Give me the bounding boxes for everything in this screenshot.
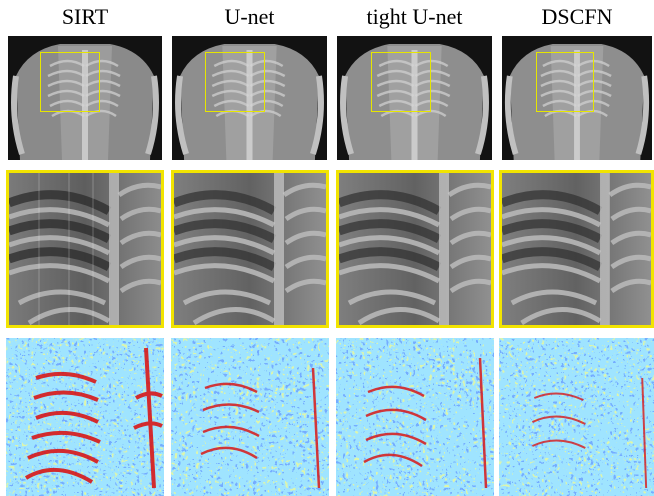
overview-image-unet [172,36,327,160]
error-map-dscfn [499,338,654,496]
zoom-region-box [40,52,100,112]
overview-image-tight-unet [337,36,492,160]
overview-image-dscfn [502,36,652,160]
zoomed-crop-unet [171,170,329,328]
error-map-tight-unet [336,338,494,496]
zoomed-crop-dscfn [499,170,654,328]
zoom-region-box [371,52,431,112]
column-header-sirt: SIRT [61,4,109,29]
column-header-tight-unet: tight U-net [366,4,463,29]
zoomed-crop-tight-unet [336,170,494,328]
error-map-sirt [6,338,164,496]
zoom-region-box [205,52,265,112]
column-header-unet: U-net [224,4,275,29]
column-header-dscfn: DSCFN [541,4,613,29]
zoom-region-box [536,52,594,112]
overview-image-sirt [8,36,162,160]
zoomed-crop-sirt [6,170,164,328]
error-map-unet [171,338,329,496]
